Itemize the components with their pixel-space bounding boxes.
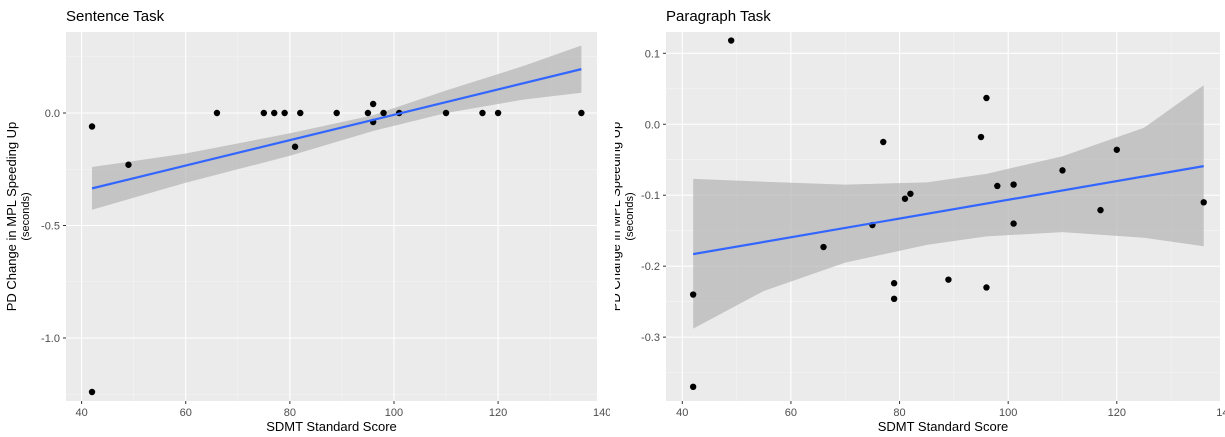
chart-title: Paragraph Task [666,8,771,25]
data-point [380,110,386,116]
data-point [902,196,908,202]
y-tick-label: -0.5 [41,221,60,233]
x-tick-label: 100 [385,407,403,419]
x-tick-label: 140 [1216,407,1225,419]
data-point [1010,220,1016,226]
data-point [261,110,267,116]
x-tick-label: 120 [489,407,507,419]
data-point [89,123,95,129]
data-point [1201,199,1207,205]
sentence-task-svg: Sentence Task 40 60 80 100 120 140 0.0 -0.5 -1.0 S… [0,0,610,437]
data-point [1097,207,1103,213]
data-point [983,284,989,290]
data-point [578,110,584,116]
data-point [891,280,897,286]
data-point [945,276,951,282]
y-tick-label: 0.0 [45,108,60,120]
x-tick-label: 140 [593,407,610,419]
x-tick-label: 120 [1108,407,1126,419]
data-point [907,191,913,197]
data-point [728,37,734,43]
data-point [125,162,131,168]
y-tick-label: -0.2 [641,261,660,273]
x-axis-label: SDMT Standard Score [266,419,397,434]
y-axis-label-sub: (seconds) [20,192,32,240]
data-point [690,291,696,297]
y-tick-label: 0.1 [645,48,660,60]
data-point [365,110,371,116]
data-point [891,296,897,302]
data-point [880,139,886,145]
data-point [292,144,298,150]
y-axis-label: PD Change in MPL Speeding Up [615,122,623,312]
data-point [978,134,984,140]
data-point [1010,181,1016,187]
data-point [370,101,376,107]
x-tick-label: 80 [893,407,905,419]
data-point [1114,147,1120,153]
y-axis-label-sub: (seconds) [624,192,636,240]
y-axis-label: PD Change in MPL Speeding Up [4,122,19,312]
data-point [820,244,826,250]
x-tick-label: 80 [284,407,296,419]
sentence-task-chart: Sentence Task 40 60 80 100 120 140 0.0 -0.5 -1.0 S… [0,0,610,437]
data-point [281,110,287,116]
data-point [443,110,449,116]
y-tick-label: -1.0 [41,333,60,345]
data-point [89,389,95,395]
x-tick-label: 60 [180,407,192,419]
data-point [994,183,1000,189]
x-axis-label: SDMT Standard Score [878,419,1009,434]
data-point [1059,167,1065,173]
data-point [297,110,303,116]
x-tick-label: 40 [676,407,688,419]
paragraph-task-chart: Paragraph Task 40 60 80 100 120 140 0.1 0.0 -0.1 -… [615,0,1225,437]
data-point [690,384,696,390]
chart-title: Sentence Task [66,8,165,25]
paragraph-task-svg: Paragraph Task 40 60 80 100 120 140 0.1 0.0 -0.1 -… [615,0,1225,437]
data-point [334,110,340,116]
data-point [495,110,501,116]
data-point [479,110,485,116]
y-tick-label: -0.3 [641,332,660,344]
data-point [983,95,989,101]
x-tick-label: 100 [999,407,1017,419]
y-tick-label: -0.1 [641,190,660,202]
y-tick-label: 0.0 [645,119,660,131]
data-point [271,110,277,116]
x-tick-label: 40 [75,407,87,419]
data-point [214,110,220,116]
x-tick-label: 60 [785,407,797,419]
